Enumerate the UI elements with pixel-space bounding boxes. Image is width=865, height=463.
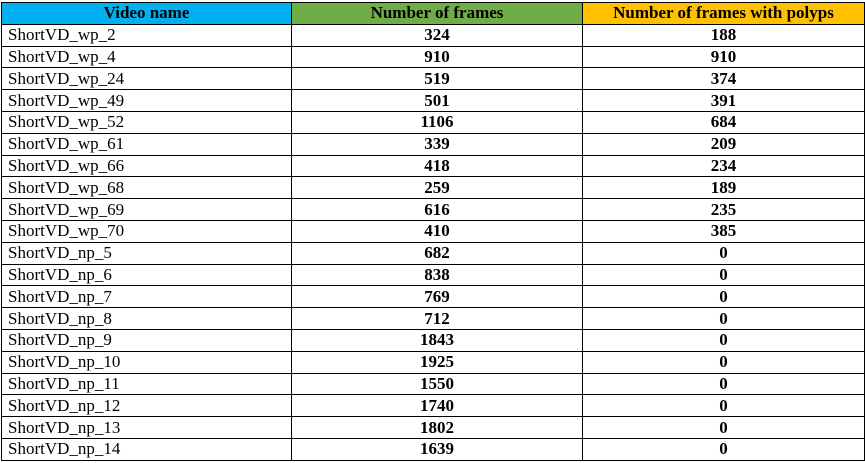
frames-cell: 339 [291,132,583,156]
video-name-cell: ShortVD_wp_24 [1,67,292,91]
frames-cell: 1802 [291,416,583,439]
polyp-frames-cell: 0 [582,241,865,265]
table-row: ShortVD_wp_24 519 374 [1,67,865,91]
header-video-name: Video name [1,2,292,25]
table-row: ShortVD_np_6 838 0 [1,263,865,287]
table-row: ShortVD_wp_61 339 209 [1,132,865,156]
table-row: ShortVD_wp_69 616 235 [1,198,865,221]
polyp-frames-cell: 0 [582,372,865,396]
video-name-cell: ShortVD_wp_66 [1,154,292,178]
table-row: ShortVD_wp_2 324 188 [1,23,865,47]
video-name-cell: ShortVD_wp_68 [1,176,292,200]
frames-cell: 910 [291,45,583,69]
video-name-cell: ShortVD_wp_69 [1,198,292,221]
polyp-frames-cell: 0 [582,350,865,374]
video-name-cell: ShortVD_wp_70 [1,219,292,243]
video-name-cell: ShortVD_np_7 [1,285,292,309]
table-row: ShortVD_wp_52 1106 684 [1,110,865,134]
table-body: ShortVD_wp_2 324 188 ShortVD_wp_4 910 910 Shor… [1,23,865,461]
polyp-frames-cell: 910 [582,45,865,69]
polyp-frames-cell: 189 [582,176,865,200]
video-name-cell: ShortVD_np_13 [1,416,292,439]
polyp-frames-cell: 391 [582,89,865,112]
video-name-cell: ShortVD_wp_61 [1,132,292,156]
polyp-frames-cell: 0 [582,285,865,309]
frames-cell: 1550 [291,372,583,396]
frames-cell: 410 [291,219,583,243]
table-row: ShortVD_np_11 1550 0 [1,372,865,396]
frames-cell: 259 [291,176,583,200]
frames-cell: 519 [291,67,583,91]
frames-cell: 1106 [291,110,583,134]
video-name-cell: ShortVD_np_6 [1,263,292,287]
table-row: ShortVD_np_10 1925 0 [1,350,865,374]
frames-cell: 838 [291,263,583,287]
table-row: ShortVD_wp_66 418 234 [1,154,865,178]
frames-cell: 712 [291,307,583,330]
polyp-frames-cell: 188 [582,23,865,47]
polyp-frames-cell: 0 [582,263,865,287]
table-row: ShortVD_np_9 1843 0 [1,328,865,352]
video-name-cell: ShortVD_np_8 [1,307,292,330]
video-name-cell: ShortVD_np_14 [1,437,292,461]
frames-cell: 1740 [291,394,583,418]
table-row: ShortVD_np_5 682 0 [1,241,865,265]
polyp-frames-cell: 684 [582,110,865,134]
video-name-cell: ShortVD_np_10 [1,350,292,374]
table-row: ShortVD_wp_49 501 391 [1,89,865,112]
video-name-cell: ShortVD_np_12 [1,394,292,418]
table-row: ShortVD_wp_4 910 910 [1,45,865,69]
table-row: ShortVD_np_12 1740 0 [1,394,865,418]
frames-cell: 418 [291,154,583,178]
polyp-frames-cell: 234 [582,154,865,178]
polyp-frames-cell: 374 [582,67,865,91]
video-name-cell: ShortVD_wp_49 [1,89,292,112]
table-row: ShortVD_np_8 712 0 [1,307,865,330]
polyp-frames-cell: 0 [582,437,865,461]
polyp-frames-cell: 0 [582,416,865,439]
frames-cell: 501 [291,89,583,112]
polyp-frames-cell: 0 [582,328,865,352]
video-name-cell: ShortVD_np_9 [1,328,292,352]
frames-cell: 1639 [291,437,583,461]
polyp-frames-cell: 385 [582,219,865,243]
frames-cell: 769 [291,285,583,309]
frames-cell: 616 [291,198,583,221]
frames-cell: 1843 [291,328,583,352]
polyp-frames-cell: 0 [582,394,865,418]
frames-cell: 324 [291,23,583,47]
table-row: ShortVD_wp_70 410 385 [1,219,865,243]
polyp-frames-cell: 209 [582,132,865,156]
video-name-cell: ShortVD_np_5 [1,241,292,265]
table-row: ShortVD_np_7 769 0 [1,285,865,309]
header-number-of-frames: Number of frames [291,2,583,25]
table-row: ShortVD_np_14 1639 0 [1,437,865,461]
video-name-cell: ShortVD_np_11 [1,372,292,396]
frames-cell: 682 [291,241,583,265]
video-name-cell: ShortVD_wp_2 [1,23,292,47]
polyp-frames-cell: 235 [582,198,865,221]
video-name-cell: ShortVD_wp_52 [1,110,292,134]
header-frames-with-polyps: Number of frames with polyps [582,2,865,25]
table-row: ShortVD_np_13 1802 0 [1,416,865,439]
table-row: ShortVD_wp_68 259 189 [1,176,865,200]
header-row: Video name Number of frames Number of fr… [1,2,865,25]
video-name-cell: ShortVD_wp_4 [1,45,292,69]
frames-cell: 1925 [291,350,583,374]
polyp-frames-cell: 0 [582,307,865,330]
